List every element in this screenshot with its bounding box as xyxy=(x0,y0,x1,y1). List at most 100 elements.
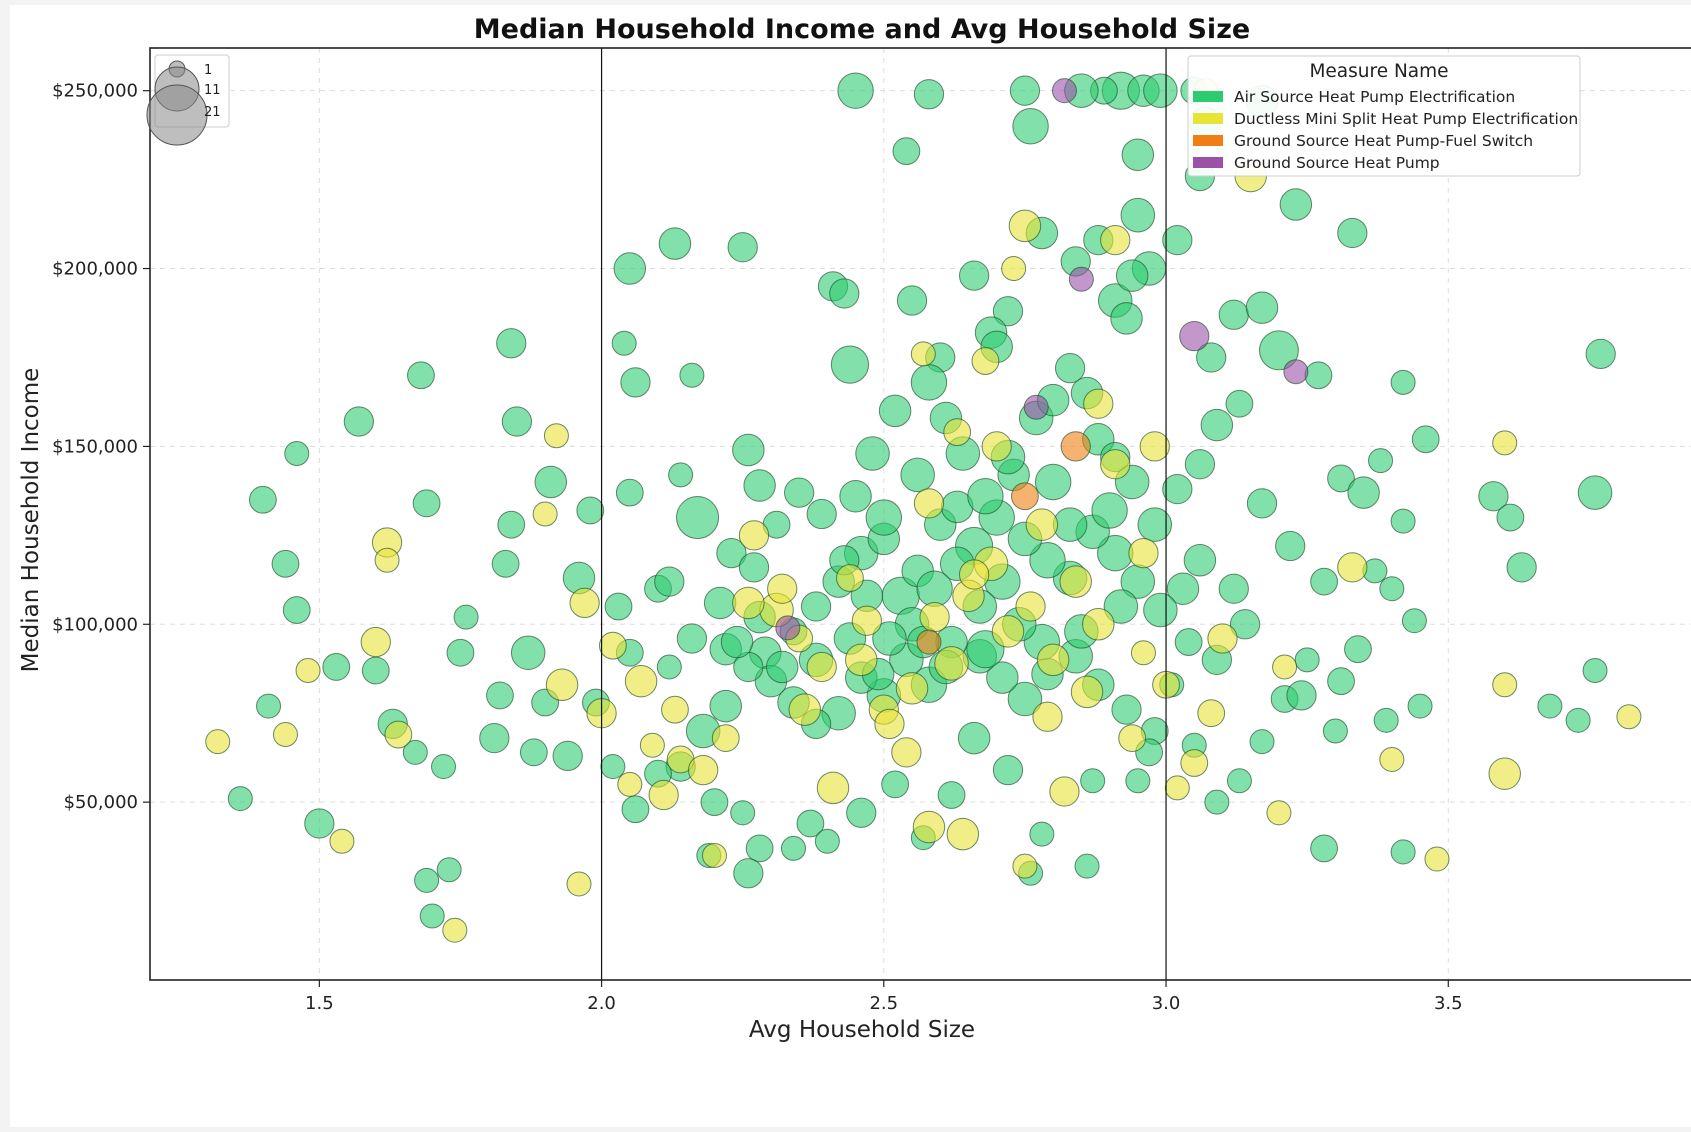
data-point-series-0 xyxy=(1577,475,1613,510)
data-point-series-0 xyxy=(1506,552,1537,583)
data-point-series-0 xyxy=(957,721,991,755)
y-tick-label: $50,000 xyxy=(64,792,138,813)
data-point-series-0 xyxy=(1478,481,1509,512)
data-point-series-1 xyxy=(1180,749,1209,777)
data-point-series-0 xyxy=(604,592,633,621)
data-point-series-0 xyxy=(1226,768,1252,794)
data-point-series-1 xyxy=(624,664,658,698)
data-point-series-0 xyxy=(1401,608,1427,634)
data-point-series-1 xyxy=(1272,654,1298,680)
data-point-series-0 xyxy=(1294,647,1320,673)
x-tick-label: 3.0 xyxy=(1152,993,1181,1014)
data-point-series-0 xyxy=(892,137,921,166)
data-point-series-0 xyxy=(1162,473,1193,505)
data-point-series-0 xyxy=(1115,259,1149,292)
data-point-series-1 xyxy=(1139,431,1170,462)
data-point-series-1 xyxy=(946,817,980,851)
data-point-series-0 xyxy=(491,549,520,578)
data-point-series-0 xyxy=(992,754,1024,786)
data-point-series-0 xyxy=(1344,635,1372,664)
data-point-series-0 xyxy=(658,227,692,260)
data-point-series-0 xyxy=(865,499,903,536)
data-point-series-0 xyxy=(900,457,935,493)
data-point-series-1 xyxy=(329,828,355,854)
data-point-series-0 xyxy=(519,738,548,767)
data-point-series-1 xyxy=(934,646,969,681)
x-tick-label: 2.0 xyxy=(587,993,616,1014)
data-point-series-0 xyxy=(611,330,637,356)
data-point-series-3 xyxy=(1068,266,1094,292)
data-point-series-1 xyxy=(1130,640,1156,666)
data-point-series-0 xyxy=(1582,658,1608,684)
data-point-series-1 xyxy=(1015,591,1046,622)
data-point-series-1 xyxy=(545,668,579,701)
data-point-series-0 xyxy=(1034,463,1072,501)
data-point-series-0 xyxy=(1245,291,1279,324)
size-legend-marker xyxy=(146,84,208,146)
data-point-series-0 xyxy=(1080,768,1106,794)
data-point-series-0 xyxy=(1218,573,1249,604)
data-point-series-1 xyxy=(569,587,600,619)
data-point-series-0 xyxy=(600,754,626,780)
data-point-series-0 xyxy=(1009,75,1041,106)
data-point-series-0 xyxy=(846,797,877,828)
data-point-series-0 xyxy=(613,252,647,285)
data-point-series-1 xyxy=(738,520,770,551)
data-point-series-0 xyxy=(1347,476,1380,509)
data-point-series-0 xyxy=(407,361,435,390)
data-point-series-3 xyxy=(1179,321,1210,352)
data-point-series-0 xyxy=(1196,342,1227,373)
data-point-series-0 xyxy=(1007,681,1043,717)
data-point-series-1 xyxy=(205,729,231,755)
data-point-series-1 xyxy=(1337,552,1368,583)
x-tick-label: 3.5 xyxy=(1434,993,1463,1014)
data-point-series-0 xyxy=(668,462,694,488)
data-point-series-1 xyxy=(1616,704,1642,730)
data-point-series-0 xyxy=(1373,707,1399,733)
data-point-series-0 xyxy=(676,496,720,540)
data-point-series-1 xyxy=(1001,256,1027,282)
data-point-series-1 xyxy=(943,418,972,447)
data-point-series-0 xyxy=(1310,834,1338,863)
y-tick-label: $250,000 xyxy=(52,81,138,102)
data-point-series-1 xyxy=(816,771,850,805)
data-point-series-0 xyxy=(1183,544,1217,577)
data-point-series-0 xyxy=(1229,609,1261,640)
data-point-series-1 xyxy=(1197,699,1226,728)
data-point-series-0 xyxy=(621,795,650,824)
data-point-series-0 xyxy=(419,903,445,929)
data-point-series-0 xyxy=(738,552,770,583)
data-point-series-1 xyxy=(836,564,864,592)
data-point-series-0 xyxy=(304,808,335,839)
data-point-series-0 xyxy=(727,232,758,263)
data-point-series-0 xyxy=(534,465,568,499)
legend-swatch xyxy=(1193,135,1223,146)
data-point-series-0 xyxy=(1390,508,1416,534)
data-point-series-1 xyxy=(1012,853,1038,879)
data-point-series-0 xyxy=(1225,389,1254,418)
data-point-series-0 xyxy=(913,79,945,110)
data-point-series-1 xyxy=(991,615,1025,648)
data-point-series-1 xyxy=(442,917,468,943)
data-point-series-0 xyxy=(1125,768,1151,794)
data-point-series-0 xyxy=(967,478,1004,515)
data-point-series-0 xyxy=(1249,729,1275,755)
data-point-series-0 xyxy=(576,496,605,525)
data-point-series-0 xyxy=(1327,464,1355,493)
data-point-series-0 xyxy=(1137,507,1173,542)
data-point-series-0 xyxy=(412,489,441,518)
size-legend-label: 1 xyxy=(204,63,212,78)
data-point-series-0 xyxy=(1184,449,1216,480)
data-point-series-0 xyxy=(431,754,457,780)
data-point-series-0 xyxy=(284,441,310,467)
data-point-series-2 xyxy=(1060,431,1091,462)
data-point-series-0 xyxy=(937,781,966,809)
data-point-series-0 xyxy=(730,800,756,826)
data-point-series-1 xyxy=(1488,757,1521,790)
data-point-series-1 xyxy=(1266,800,1292,826)
data-point-series-1 xyxy=(360,626,391,658)
y-tick-label: $200,000 xyxy=(52,259,138,280)
data-point-series-1 xyxy=(688,754,719,786)
data-point-series-1 xyxy=(1070,675,1104,709)
data-point-series-0 xyxy=(615,478,644,507)
